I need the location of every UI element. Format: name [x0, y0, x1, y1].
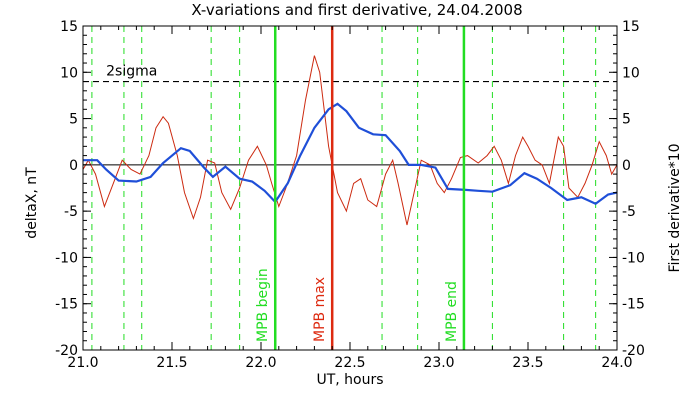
y-tick-label-right: 15	[622, 19, 640, 35]
y-tick-label-right: -10	[622, 250, 645, 266]
y-tick-label-left: -10	[55, 250, 78, 266]
y-tick-label-left: 10	[60, 65, 78, 81]
x-tick-label: 23.0	[423, 355, 454, 371]
y-tick-label-left: 5	[69, 112, 78, 128]
y-tick-label-right: -15	[622, 297, 645, 313]
two-sigma-label: 2sigma	[106, 64, 157, 80]
x-axis-label: UT, hours	[316, 372, 383, 388]
y-tick-label-left: -15	[55, 297, 78, 313]
series-line-deltax	[83, 102, 618, 205]
y-axis-label-left: deltaX, nT	[24, 167, 40, 239]
x-tick-label: 21.5	[156, 355, 187, 371]
y-tick-label-left: 15	[60, 19, 78, 35]
y-tick-label-left: -20	[55, 343, 78, 359]
y-tick-label-right: 10	[622, 65, 640, 81]
dashed-guide-lines	[91, 26, 597, 350]
x-tick-label: 21.0	[67, 355, 98, 371]
y-tick-label-right: 0	[622, 158, 631, 174]
x-tick-label: 23.5	[512, 355, 543, 371]
y-tick-label-right: -5	[622, 204, 636, 220]
y-tick-label-left: 0	[69, 158, 78, 174]
mpb-end-label: MPB end	[444, 281, 460, 342]
y-tick-label-right: 5	[622, 112, 631, 128]
mpb-max-label: MPB max	[312, 277, 328, 342]
axis-ticks: 21.0 21.5 22.0 22.5 23.0 23.5 24.0 15 10 5 0 -5 -10 -…	[55, 19, 645, 371]
x-tick-label: 22.0	[245, 355, 276, 371]
mpb-markers: MPB begin MPB max MPB end	[255, 26, 466, 350]
plot-frame	[82, 25, 618, 351]
x-tick-label: 24.0	[601, 355, 632, 371]
x-tick-label: 22.5	[334, 355, 365, 371]
chart-title: X-variations and first derivative, 24.04…	[191, 1, 522, 19]
y-tick-label-right: -20	[622, 343, 645, 359]
y-axis-label-right: First derivative*10	[667, 143, 683, 272]
series-line-derivative	[82, 55, 618, 226]
mpb-begin-label: MPB begin	[255, 268, 271, 342]
y-tick-label-left: -5	[64, 204, 78, 220]
